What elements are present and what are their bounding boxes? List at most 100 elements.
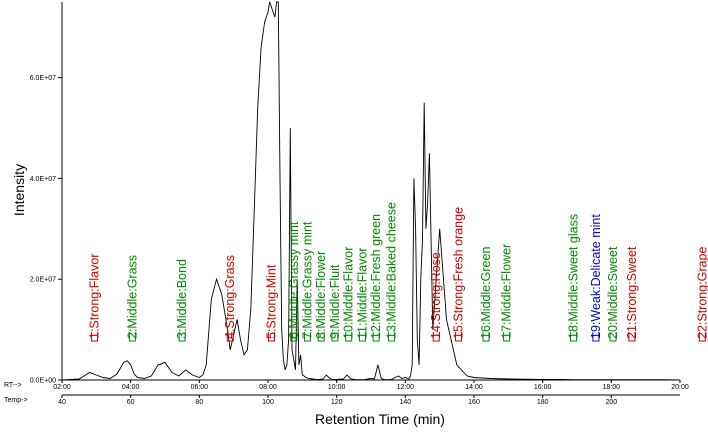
peak-label-bracket — [432, 332, 440, 342]
peak-label: 8:Middle:Flower — [314, 251, 328, 342]
peak-label-text: 11:Middle:Flavor — [355, 248, 369, 339]
peak-label-bracket — [331, 332, 339, 342]
peak-label: 1:Strong:Flavor — [88, 254, 102, 342]
peak-label-bracket — [267, 332, 275, 342]
peak-label-bracket — [503, 332, 511, 342]
peak-label-bracket — [455, 332, 463, 342]
peak-label: 20:Middle:Sweet — [606, 246, 620, 342]
peak-label-text: 2:Middle:Grass — [125, 255, 139, 339]
temp-tick-label: 100 — [262, 399, 274, 406]
rt-tick-label: 02:00 — [53, 384, 71, 391]
peak-label: 22:Strong:Grape — [695, 247, 708, 342]
peak-label-bracket — [226, 332, 234, 342]
peak-label: 5:Strong:Mint — [264, 264, 278, 342]
temp-axis-label: Temp-> — [4, 397, 28, 404]
y-tick-label: 2.0E+07 — [30, 277, 56, 284]
peak-label-text: 20:Middle:Sweet — [606, 246, 620, 339]
rt-tick-label: 06:00 — [191, 384, 209, 391]
temp-tick-label: 140 — [399, 399, 411, 406]
temp-axis-ticks: 40 60 80 100 120 140 160 180 200 — [58, 395, 617, 406]
rt-tick-label: 18:00 — [603, 384, 621, 391]
y-axis-title: Intensity — [11, 164, 27, 216]
peak-label-bracket — [372, 332, 380, 342]
peak-label: 11:Middle:Flavor — [355, 248, 369, 342]
peak-label-text: 8:Middle:Flower — [314, 251, 328, 339]
peak-label-bracket — [128, 332, 136, 342]
series-layer — [61, 1, 681, 381]
peak-label-text: 21:Strong:Sweet — [625, 246, 639, 339]
peak-label-bracket — [698, 332, 706, 342]
peak-label-text: 3:Middle:Bond — [175, 259, 189, 339]
peak-label-bracket — [358, 332, 366, 342]
peak-label-text: 18:Middle:Sweet glass — [567, 214, 581, 339]
peak-label-text: 10:Middle:Flavor — [342, 247, 356, 339]
peak-label-text: 22:Strong:Grape — [695, 247, 708, 339]
peak-label: 18:Middle:Sweet glass — [567, 214, 581, 342]
peak-label: 6:Middle:Grassy mint — [287, 221, 301, 342]
peak-label-text: 7:Middle:Grassy mint — [300, 221, 314, 339]
peak-label-bracket — [628, 332, 636, 342]
peak-label: 7:Middle:Grassy mint — [300, 221, 314, 342]
temp-tick-label: 180 — [537, 399, 549, 406]
peak-label-bracket — [482, 332, 490, 342]
y-tick-label: 6.0E+07 — [30, 75, 56, 82]
peak-label: 9:Middle:Fluit — [328, 264, 342, 342]
peak-label-text: 4:Strong:Grass — [223, 255, 237, 339]
peak-label: 16:Middle:Green — [479, 247, 493, 342]
peak-label-text: 6:Middle:Grassy mint — [287, 221, 301, 339]
peak-label-bracket — [345, 332, 353, 342]
peak-label-text: 16:Middle:Green — [479, 247, 493, 339]
peak-label-text: 1:Strong:Flavor — [88, 254, 102, 339]
peak-label-text: 12:Middle:Fresh green — [369, 214, 383, 339]
peak-label-bracket — [570, 332, 578, 342]
temp-tick-label: 200 — [605, 399, 617, 406]
temp-tick-label: 40 — [58, 399, 66, 406]
rt-axis-label: RT--> — [4, 382, 22, 389]
rt-tick-label: 14:00 — [465, 384, 483, 391]
peak-label: 3:Middle:Bond — [175, 259, 189, 342]
temp-tick-label: 160 — [468, 399, 480, 406]
chromatogram-trace — [61, 1, 681, 381]
rt-tick-label: 16:00 — [534, 384, 552, 391]
peak-label: 2:Middle:Grass — [125, 255, 139, 342]
peak-label: 19:Weak:Delicate mint — [589, 214, 603, 342]
peak-label-bracket — [303, 332, 311, 342]
peak-label-bracket — [290, 332, 298, 342]
peak-label: 17:Middle:Flower — [500, 244, 514, 342]
peak-label-bracket — [592, 332, 600, 342]
peak-label: 14:Strong:Rose — [429, 252, 443, 342]
peak-label-bracket — [91, 332, 99, 342]
temp-tick-label: 120 — [331, 399, 343, 406]
peak-label: 15:Strong:Fresh orange — [452, 207, 466, 342]
rt-axis-ticks: 02:00 04:00 06:00 08:00 10:00 12:00 14:00 16:00… — [53, 380, 689, 391]
peak-label-bracket — [178, 332, 186, 342]
peak-label: 13:Middle:Baked cheese — [385, 202, 399, 342]
peak-label-text: 15:Strong:Fresh orange — [452, 207, 466, 339]
rt-tick-label: 12:00 — [397, 384, 415, 391]
peak-label: 4:Strong:Grass — [223, 255, 237, 342]
peak-labels-layer: 1:Strong:Flavor 2:Middle:Grass 3:Middle:Bo… — [88, 202, 708, 342]
peak-label-text: 9:Middle:Fluit — [328, 264, 342, 339]
peak-label-text: 13:Middle:Baked cheese — [385, 202, 399, 339]
peak-label-bracket — [388, 332, 396, 342]
y-tick-label: 4.0E+07 — [30, 176, 56, 183]
peak-label-text: 17:Middle:Flower — [500, 244, 514, 339]
peak-label-text: 5:Strong:Mint — [264, 264, 278, 339]
rt-tick-label: 10:00 — [328, 384, 346, 391]
peak-label-text: 14:Strong:Rose — [429, 252, 443, 339]
peak-label-bracket — [609, 332, 617, 342]
peak-label-text: 19:Weak:Delicate mint — [589, 214, 603, 339]
peak-label-bracket — [317, 332, 325, 342]
peak-label: 21:Strong:Sweet — [625, 246, 639, 342]
y-tick-label: 0.0E+00 — [30, 378, 56, 385]
peak-label: 10:Middle:Flavor — [342, 247, 356, 342]
rt-tick-label: 04:00 — [122, 384, 140, 391]
rt-tick-label: 20:00 — [671, 384, 689, 391]
x-axis-title: Retention Time (min) — [315, 411, 445, 427]
temp-tick-label: 60 — [127, 399, 135, 406]
y-axis-ticks: 0.0E+00 2.0E+07 4.0E+07 6.0E+07 — [30, 75, 62, 385]
temp-tick-label: 80 — [195, 399, 203, 406]
rt-tick-label: 08:00 — [259, 384, 277, 391]
peak-label: 12:Middle:Fresh green — [369, 214, 383, 342]
